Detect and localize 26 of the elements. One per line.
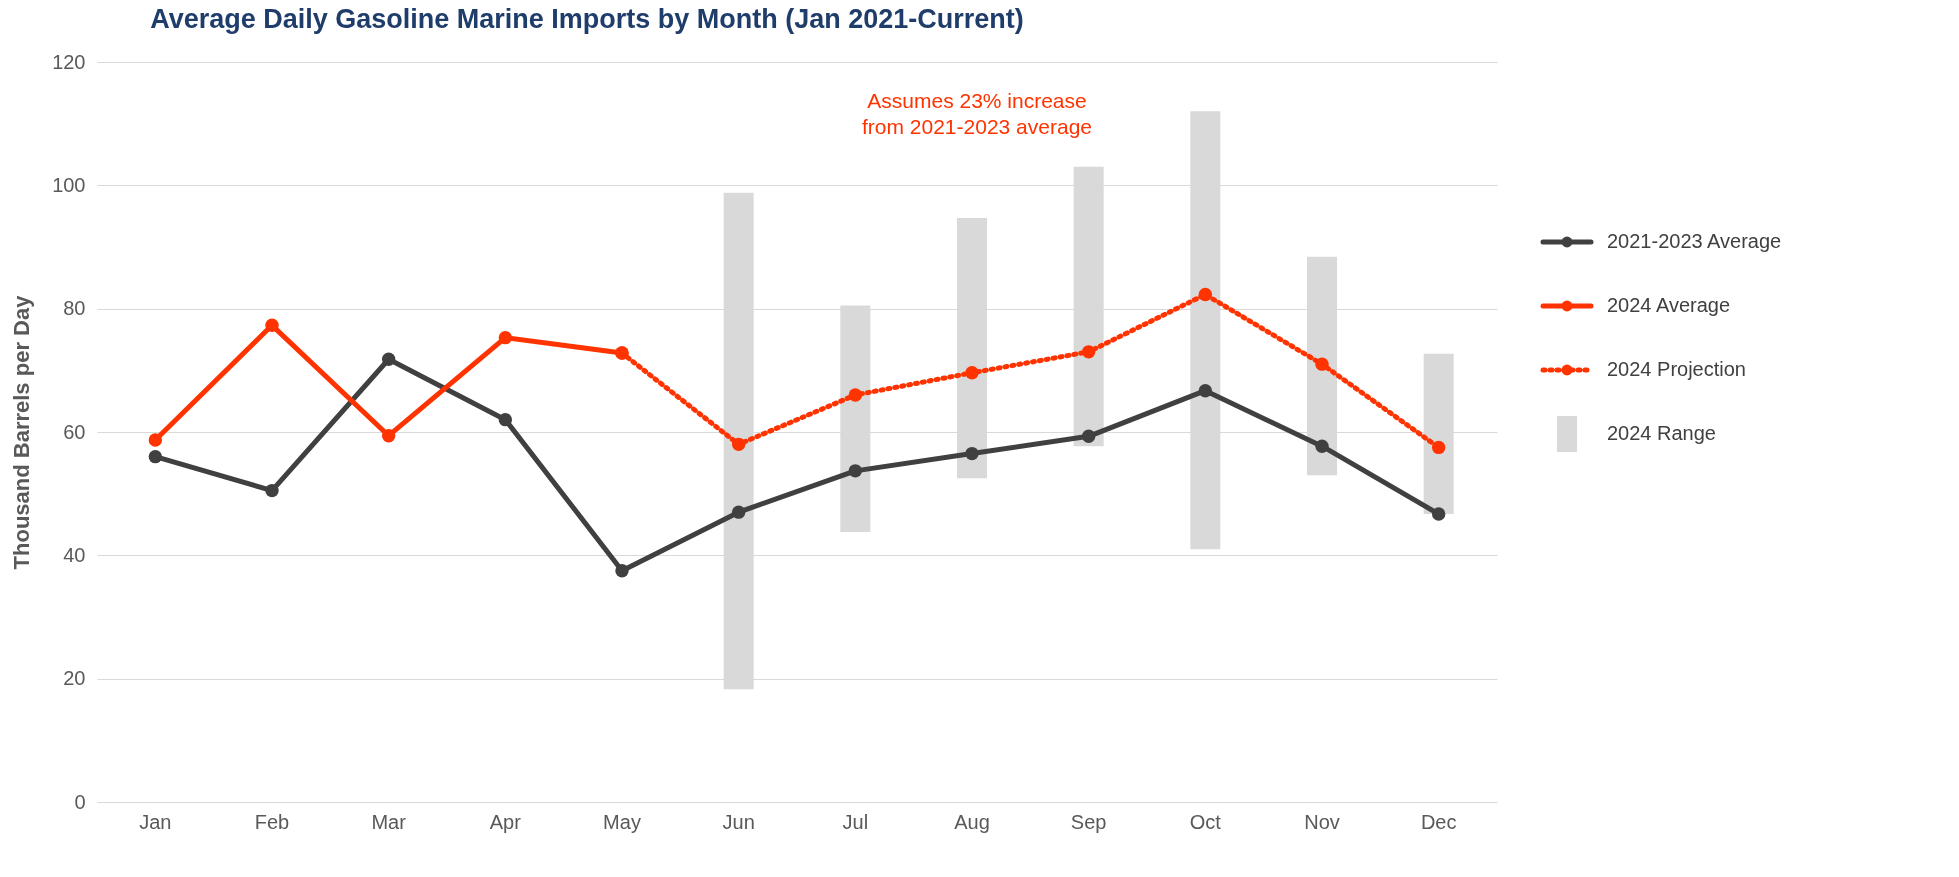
x-tick-label: Jul bbox=[842, 810, 869, 833]
x-tick-label: Jan bbox=[139, 810, 172, 833]
y-tick-label: 40 bbox=[63, 543, 86, 566]
y-tick-label: 100 bbox=[52, 173, 86, 196]
x-tick-label: Mar bbox=[371, 810, 407, 833]
x-tick-label: Aug bbox=[954, 810, 990, 833]
legend-label: 2024 Projection bbox=[1607, 358, 1746, 380]
legend-label: 2024 Range bbox=[1607, 422, 1716, 444]
x-tick-label: Feb bbox=[254, 810, 290, 833]
y-tick-label: 120 bbox=[52, 50, 86, 73]
x-tick-label: Sep bbox=[1070, 810, 1107, 833]
x-tick-label: Jun bbox=[722, 810, 755, 833]
y-tick-label: 60 bbox=[63, 420, 86, 443]
y-axis-title: Thousand Barrels per Day bbox=[9, 294, 35, 570]
legend-label: 2021-2023 Average bbox=[1607, 230, 1782, 252]
y-tick-label: 0 bbox=[74, 790, 86, 813]
x-tick-label: Nov bbox=[1304, 810, 1340, 833]
x-tick-label: Apr bbox=[489, 810, 522, 833]
x-tick-label: Dec bbox=[1420, 810, 1457, 833]
legend-label: 2024 Average bbox=[1607, 294, 1731, 316]
y-tick-label: 80 bbox=[63, 297, 86, 320]
annotation: Assumes 23% increase from 2021-2023 average bbox=[862, 89, 1092, 138]
chart-title: Average Daily Gasoline Marine Imports by Month (Jan 2021-Current) bbox=[150, 3, 1024, 34]
y-tick-label: 20 bbox=[63, 667, 86, 690]
x-tick-label: May bbox=[603, 810, 641, 833]
x-tick-label: Oct bbox=[1189, 810, 1222, 833]
